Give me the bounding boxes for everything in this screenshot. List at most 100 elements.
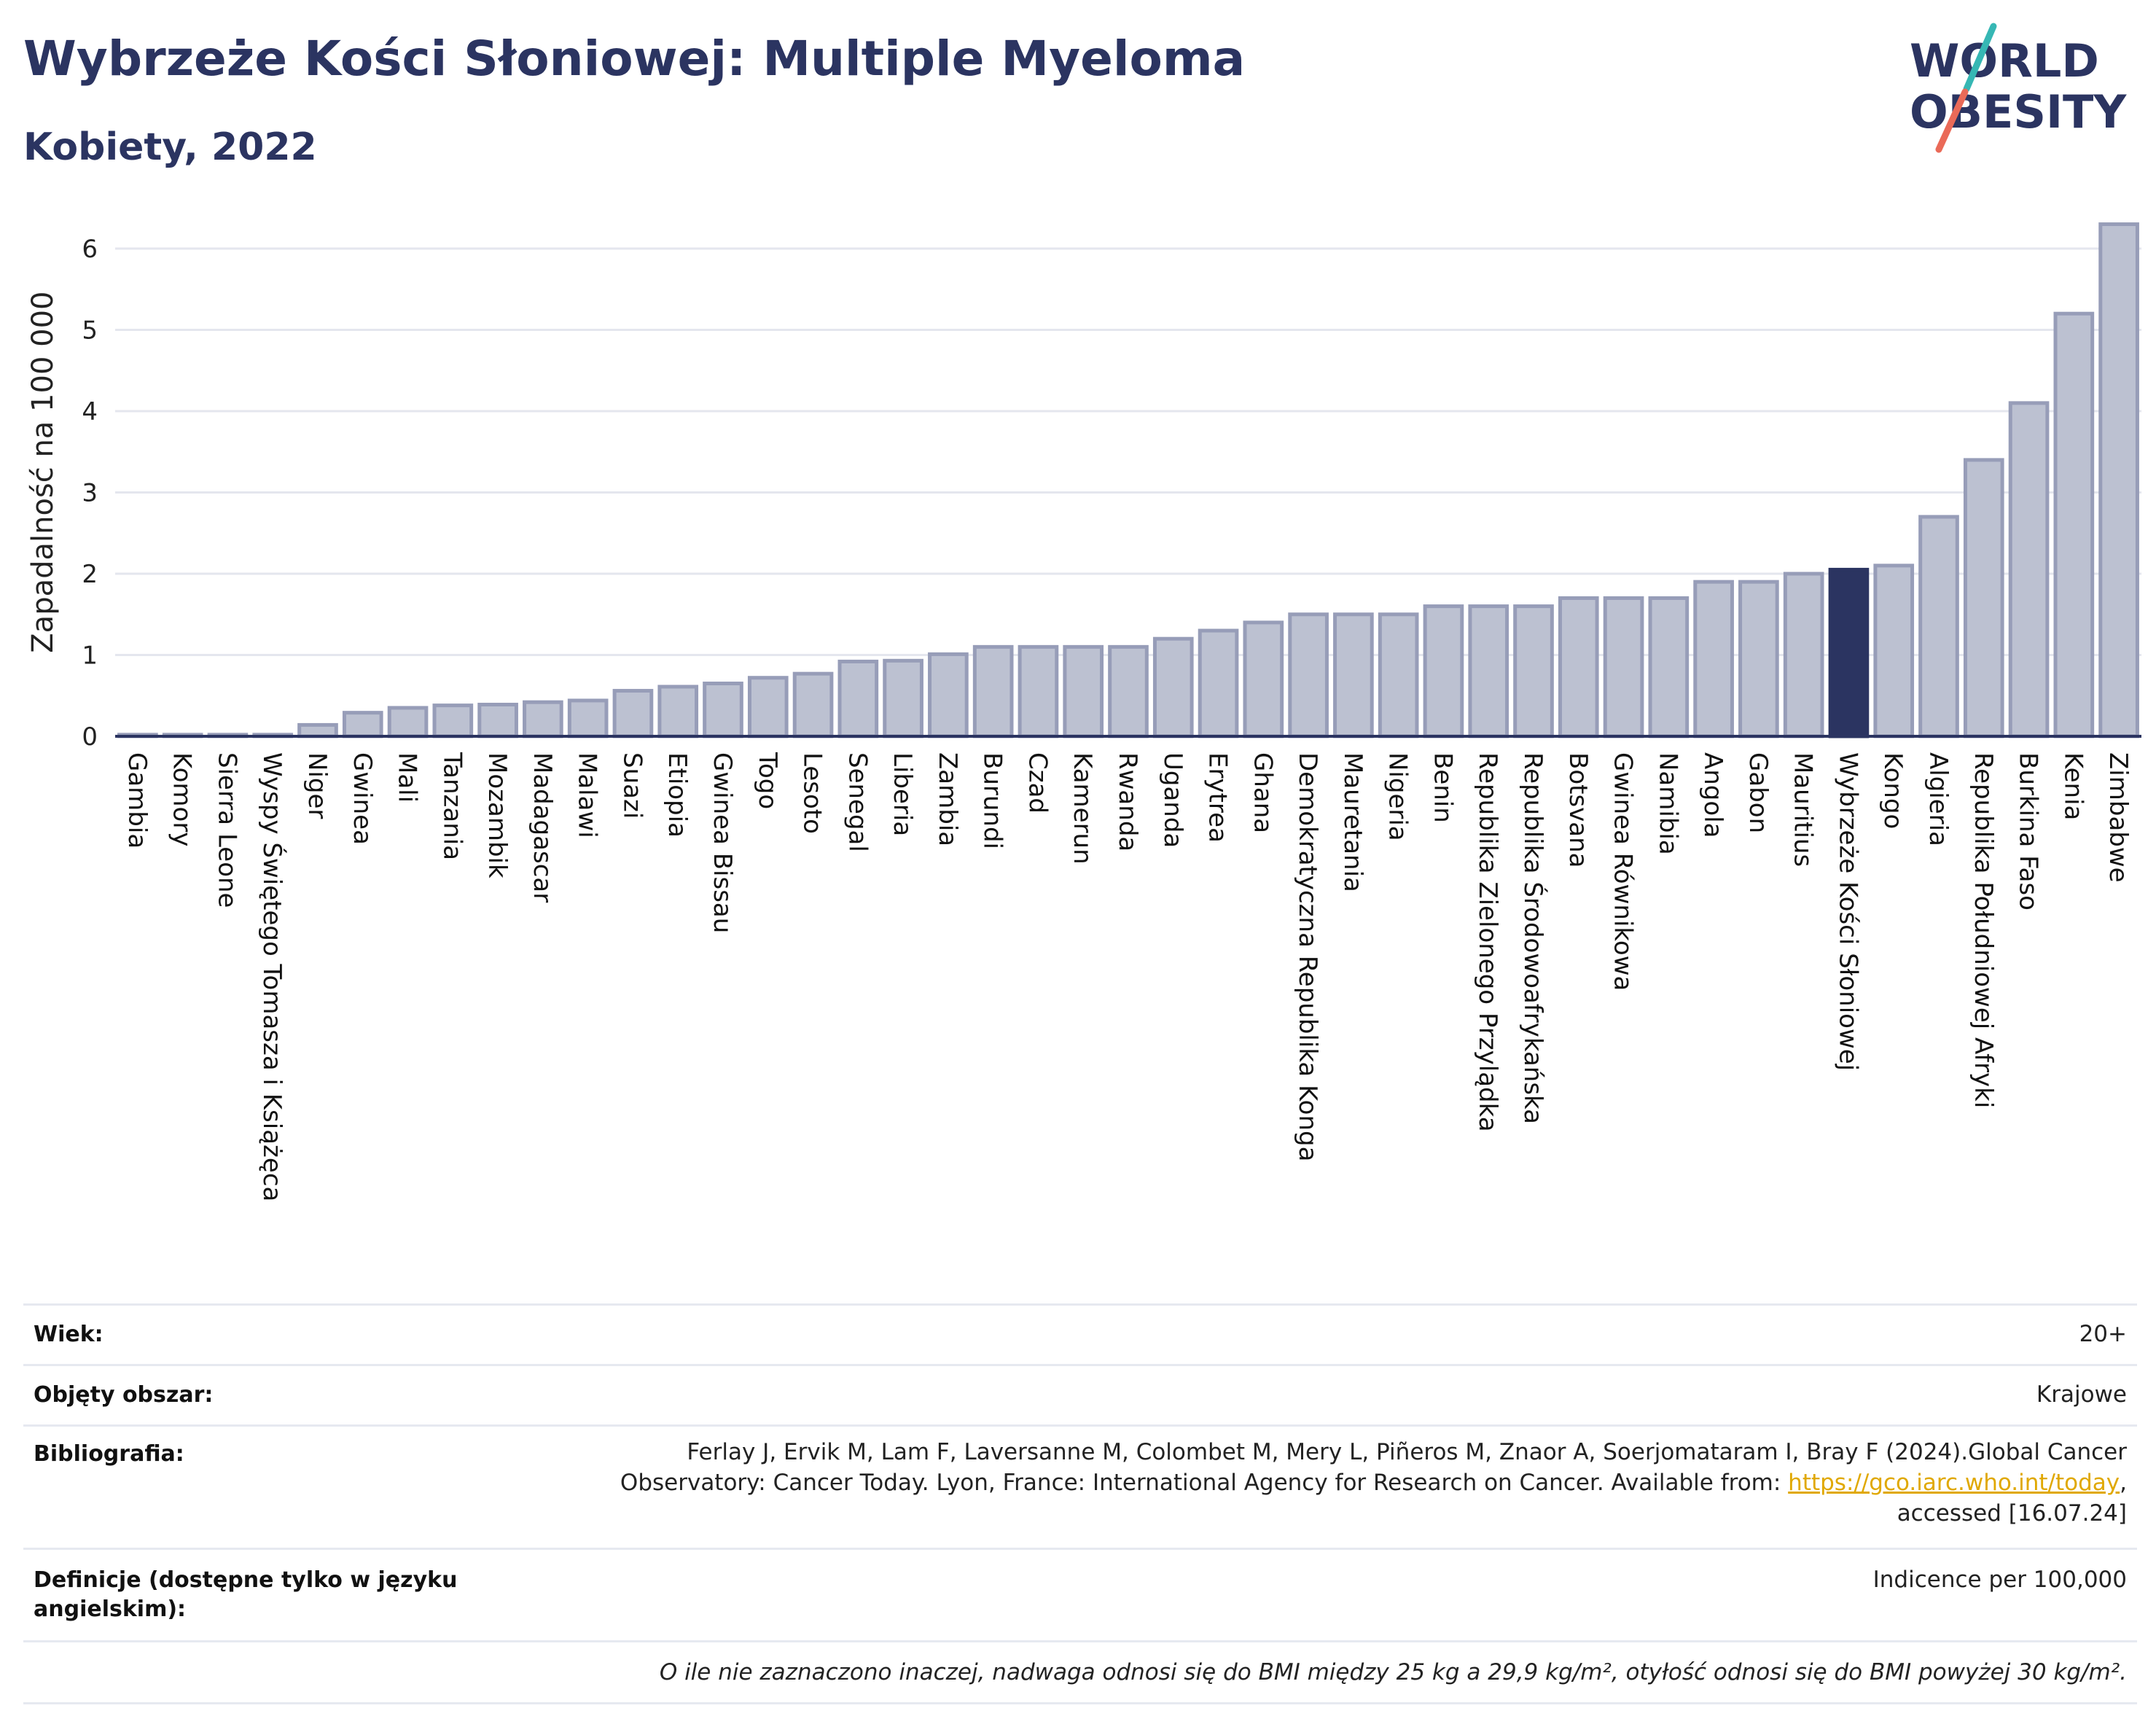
info-row-area: Objęty obszar: Krajowe [23,1364,2137,1424]
y-tick-label: 2 [82,560,98,589]
bar-chart: 0 1 2 3 4 5 6 Zapadalność na 100 000 Gambia Komor… [26,222,2141,1201]
x-tick-label: Angola [1698,752,1727,838]
y-tick-label: 4 [82,397,98,426]
bar [1558,596,1599,738]
bar [883,658,923,738]
age-value: 20+ [2079,1321,2127,1347]
bar [1648,596,1690,738]
x-tick-label: Mauritius [1789,752,1818,867]
x-tick-label: Liberia [888,752,917,836]
age-label: Wiek: [34,1322,103,1347]
info-table: Wiek: 20+ Objęty obszar: Krajowe Bibliog… [23,1303,2137,1704]
x-tick-label: Demokratyczna Republika Konga [1293,752,1322,1161]
x-tick-label: Senegal [843,752,872,852]
bar [387,706,429,738]
area-value: Krajowe [2036,1381,2127,1408]
x-tick-label: Kongo [1878,752,1907,829]
info-row-note: O ile nie zaznaczono inaczej, nadwaga od… [23,1640,2137,1704]
x-tick-label: Gambia [122,752,152,849]
x-tick-label: Algieria [1923,752,1953,846]
bar [342,711,383,738]
bar [972,644,1014,738]
bar [1108,644,1149,738]
bibliography-link[interactable]: https://gco.iarc.who.int/today [1788,1470,2120,1496]
area-label: Objęty obszar: [34,1382,214,1408]
chart-subtitle: Kobiety, 2022 [23,125,317,169]
bibliography-line-3: accessed [16.07.24] [1897,1500,2127,1527]
x-tick-label: Togo [753,752,782,809]
x-tick-label: Burkina Faso [2014,752,2043,911]
bar [1288,612,1329,738]
bar [1378,612,1419,738]
y-tick-label: 0 [82,722,98,752]
y-tick-label: 5 [82,316,98,346]
x-tick-label: Madagascar [528,752,557,902]
bar [2053,311,2095,738]
y-tick-label: 1 [82,642,98,671]
x-tick-label: Gwinea Równikowa [1609,752,1638,991]
x-tick-label: Botsvana [1563,752,1593,868]
x-tick-label: Lesoto [798,752,827,834]
x-tick-label: Zimbabwe [2104,752,2133,883]
x-tick-label: Gabon [1743,752,1773,833]
bar [1243,620,1284,738]
bar [2008,401,2050,738]
x-tick-label: Tanzania [437,752,466,860]
x-tick-label: Ghana [1248,752,1277,833]
info-row-definitions: Definicje (dostępne tylko w języku angie… [23,1548,2137,1640]
chart-title: Wybrzeże Kości Słoniowej: Multiple Myelo… [23,31,1246,87]
x-tick-label: Etiopia [663,752,692,838]
bibliography-line-2-end: , [2120,1470,2127,1496]
bar [747,676,789,738]
bar [1513,604,1554,738]
x-tick-label: Gwinea Bissau [708,752,737,933]
x-tick-label: Rwanda [1113,752,1142,851]
bar [477,703,518,738]
definitions-label-line-2: angielskim): [34,1596,187,1622]
logo-word-world: WORLD [1910,34,2099,87]
bar [432,703,474,738]
bibliography-line-2-text: Observatory: Cancer Today. Lyon, France:… [620,1470,1789,1496]
x-tick-label: Suazi [617,752,647,819]
bar [837,659,879,738]
bar [1963,458,2004,738]
bar [2098,222,2139,738]
x-tick-label: Kenia [2058,752,2087,820]
x-tick-label: Mozambik [483,752,512,878]
x-tick-label: Uganda [1158,752,1187,848]
x-tick-label: Kamerun [1068,752,1097,865]
x-tick-label: Czad [1023,752,1052,814]
bar [1423,604,1464,738]
bibliography-label: Bibliografia: [34,1441,184,1467]
x-tick-label: Republika Południowej Afryki [1969,752,1998,1108]
x-tick-label: Erytrea [1203,752,1233,843]
bar [1828,567,1870,738]
logo-slash-teal [1963,23,1997,93]
bar [1333,612,1374,738]
x-tick-label: Burundi [978,752,1007,849]
bar [1063,644,1104,738]
y-tick-label: 6 [82,235,98,264]
x-tick-label: Republika Zielonego Przylądka [1473,752,1502,1132]
x-tick-label: Gwinea [348,752,377,845]
definitions-value: Indicence per 100,000 [1872,1567,2127,1593]
x-tick-label: Mali [393,752,422,803]
bar [523,700,563,738]
bar [612,689,654,738]
definitions-label: Definicje (dostępne tylko w języku angie… [34,1566,457,1624]
bar [1873,564,1915,738]
bar [1198,628,1239,738]
bibliography-line-1: Ferlay J, Ervik M, Lam F, Laversanne M, … [687,1439,2127,1465]
bar [792,671,834,738]
x-tick-label: Sierra Leone [212,752,241,908]
x-tick-label: Wybrzeże Kości Słoniowej [1833,752,1862,1071]
x-tick-label: Benin [1428,752,1457,823]
bar [1018,644,1059,738]
x-tick-label: Zambia [933,752,962,846]
info-row-bibliography: Bibliografia: Ferlay J, Ervik M, Lam F, … [23,1424,2137,1548]
x-tick-label: Mauretania [1338,752,1367,892]
bar [1468,604,1509,738]
x-tick-label: Komory [168,752,197,846]
bar [1783,572,1824,738]
x-tick-label: Nigeria [1383,752,1413,841]
